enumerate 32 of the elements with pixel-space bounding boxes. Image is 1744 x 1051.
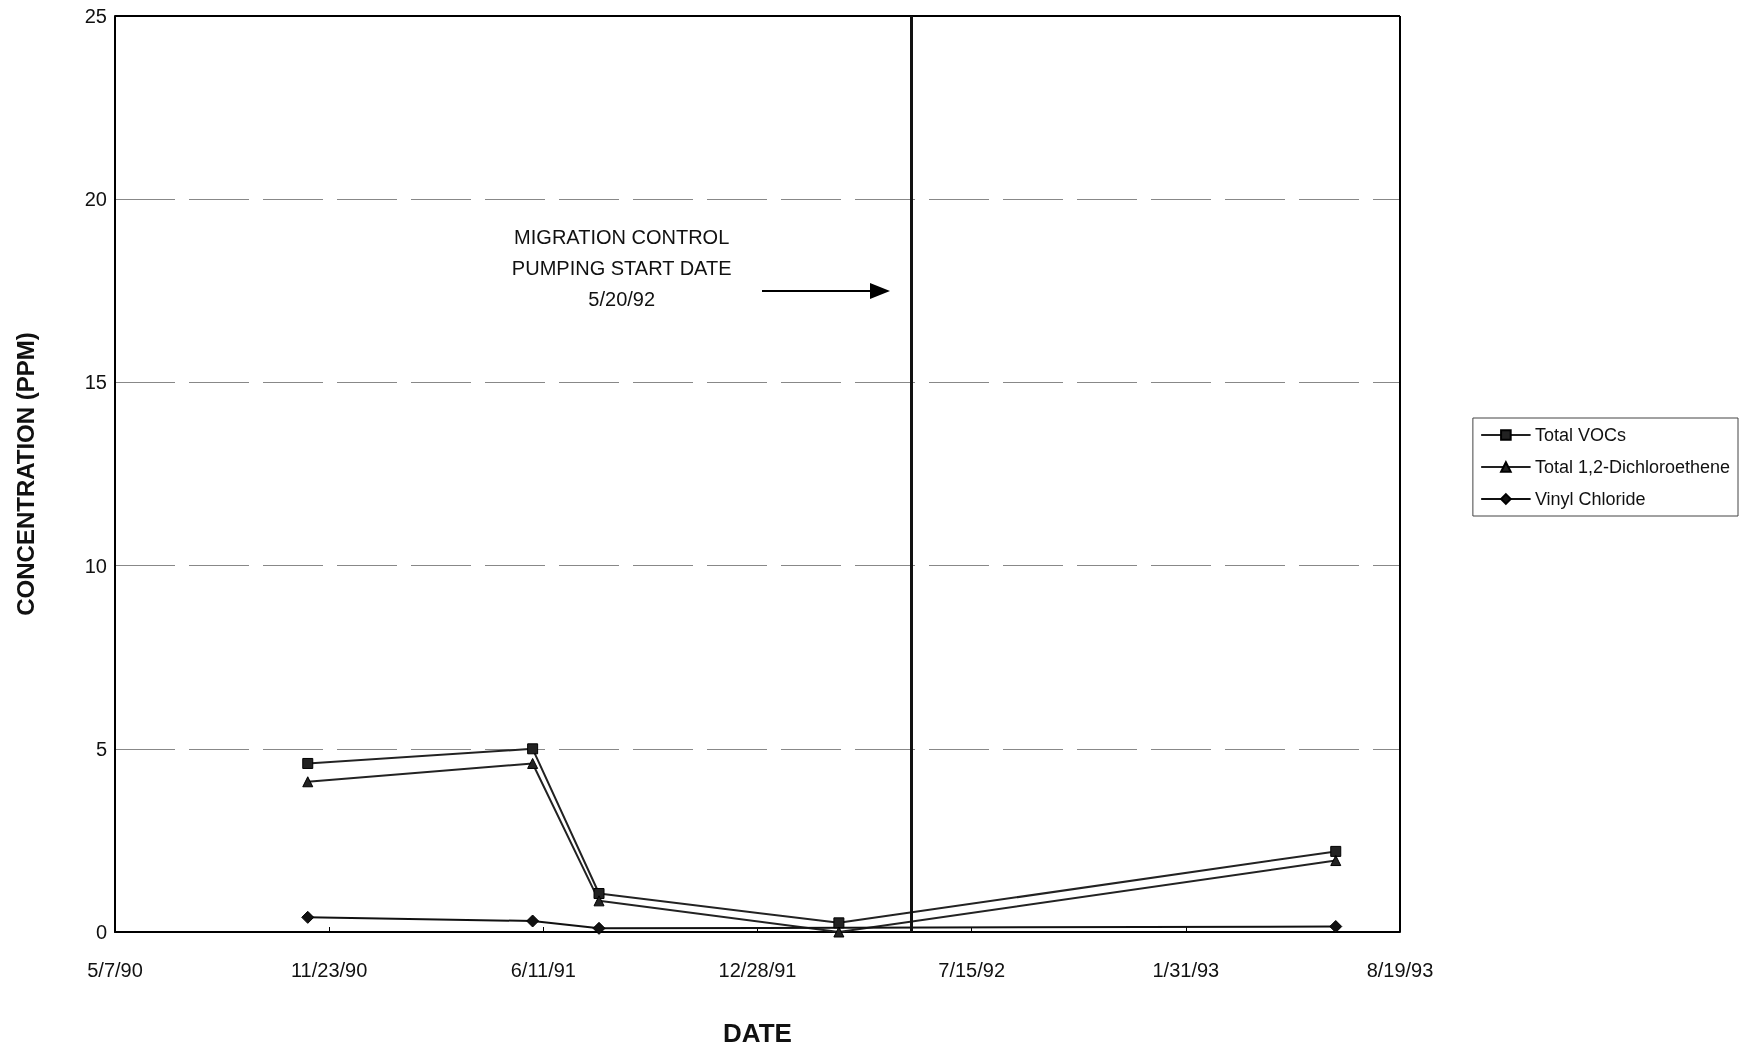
point (302, 776, 314, 788)
x-tick-label: 1/31/93 (1152, 959, 1220, 981)
x-tick-label: 5/7/90 (87, 959, 143, 981)
x-axis-title: DATE (723, 1018, 792, 1048)
legend-label: Total 1,2-Dichloroethene (1534, 457, 1731, 477)
point (833, 926, 845, 938)
y-tick-label: 0 (95, 921, 107, 943)
annotation: MIGRATION CONTROL PUMPING START DATE 5/20/92 (511, 225, 732, 310)
y-axis-title: CONCENTRATION (PPM) (11, 332, 39, 616)
point (1330, 845, 1342, 857)
point (527, 743, 539, 755)
x-tick-label: 8/19/93 (1366, 959, 1434, 981)
point (592, 921, 606, 935)
legend-label: Vinyl Chloride (1534, 489, 1646, 509)
y-tick-label: 25 (84, 5, 107, 27)
x-tick-label: 11/23/90 (290, 959, 368, 981)
point (302, 757, 314, 769)
y-tick-label: 15 (84, 371, 107, 394)
point (1330, 855, 1342, 867)
point (593, 895, 605, 907)
point (526, 914, 540, 928)
y-tick-label: 20 (84, 188, 107, 211)
point (1329, 920, 1343, 933)
y-tick-label: 5 (95, 737, 107, 760)
x-tick-label: 12/28/91 (718, 959, 797, 981)
x-tick-label: 7/15/92 (938, 959, 1006, 981)
y-tick-label: 10 (84, 554, 107, 577)
point (301, 910, 315, 924)
x-tick-label: 6/11/91 (510, 959, 576, 981)
point (833, 917, 845, 929)
legend-label: Total VOCs (1534, 425, 1626, 445)
point (527, 757, 539, 769)
